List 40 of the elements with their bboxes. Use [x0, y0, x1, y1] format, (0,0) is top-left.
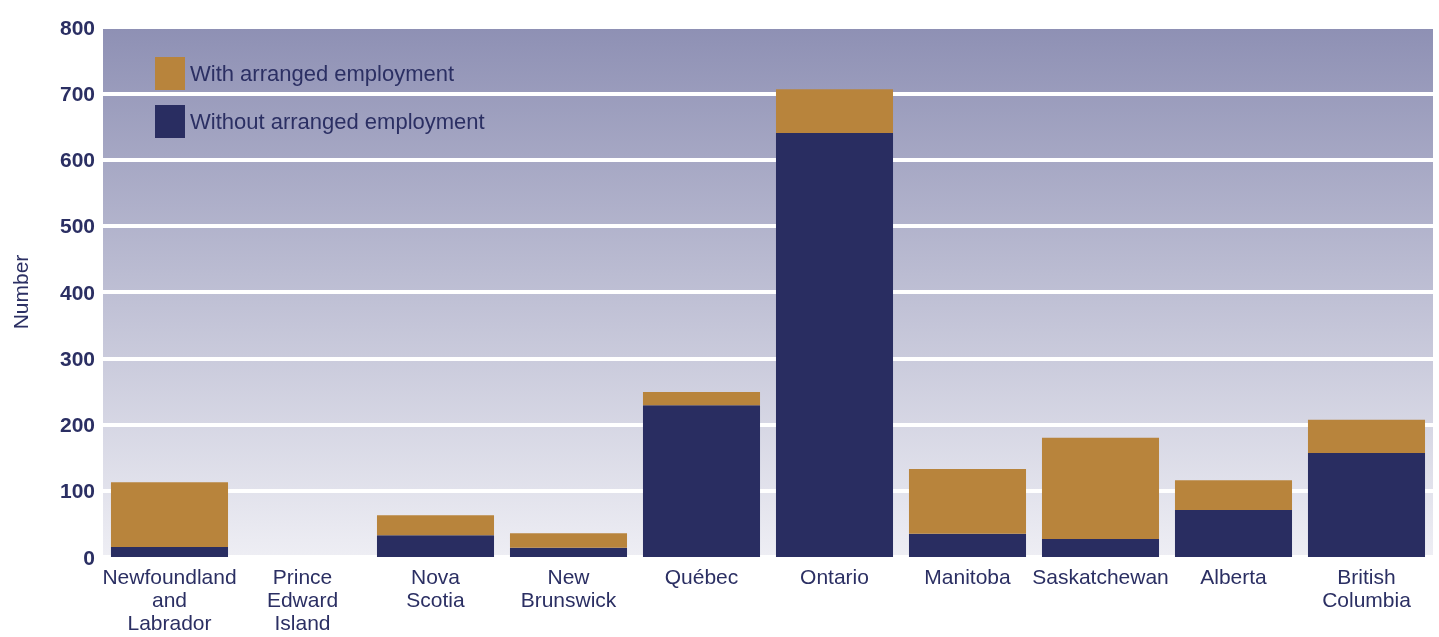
bar	[110, 547, 229, 557]
bar	[642, 392, 761, 406]
x-tick-label: New Brunswick	[520, 565, 617, 611]
x-tick-label: Ontario	[800, 565, 869, 588]
x-tick-label: British Columbia	[1322, 565, 1412, 611]
y-tick-label: 100	[59, 479, 95, 503]
y-tick-label: 300	[59, 346, 95, 370]
y-tick-label: 400	[59, 280, 95, 304]
bar	[642, 405, 761, 557]
x-tick-label: Newfoundland and Labrador	[102, 565, 237, 634]
bar	[110, 482, 229, 548]
y-tick-label: 600	[59, 148, 95, 171]
x-tick-label: Prince Edward Island	[266, 565, 339, 634]
x-tick-label: Nova Scotia	[406, 565, 465, 611]
bar	[908, 468, 1027, 534]
bar	[1041, 437, 1160, 540]
y-axis-title: Number	[9, 254, 32, 330]
x-tick-label: Alberta	[1200, 565, 1268, 588]
y-tick-label: 800	[59, 15, 95, 39]
bar	[376, 535, 495, 557]
y-tick-label: 700	[59, 81, 95, 105]
y-tick-label: 0	[83, 545, 95, 569]
bar	[1307, 452, 1426, 557]
bar	[509, 547, 628, 557]
x-tick-label: Saskatchewan	[1032, 565, 1169, 588]
legend-label: Without arranged employment	[190, 109, 485, 134]
bar	[1174, 509, 1293, 557]
bar	[775, 89, 894, 133]
y-tick-label: 200	[59, 413, 95, 436]
bar	[775, 133, 894, 557]
bar	[376, 515, 495, 536]
y-tick-label: 500	[59, 214, 95, 238]
bar	[908, 533, 1027, 557]
bar	[1041, 539, 1160, 557]
x-tick-label: Manitoba	[924, 565, 1012, 588]
bar	[1174, 480, 1293, 510]
legend-label: With arranged employment	[190, 61, 455, 86]
bar	[1307, 419, 1426, 453]
bar	[509, 533, 628, 548]
x-tick-label: Québec	[664, 565, 739, 588]
